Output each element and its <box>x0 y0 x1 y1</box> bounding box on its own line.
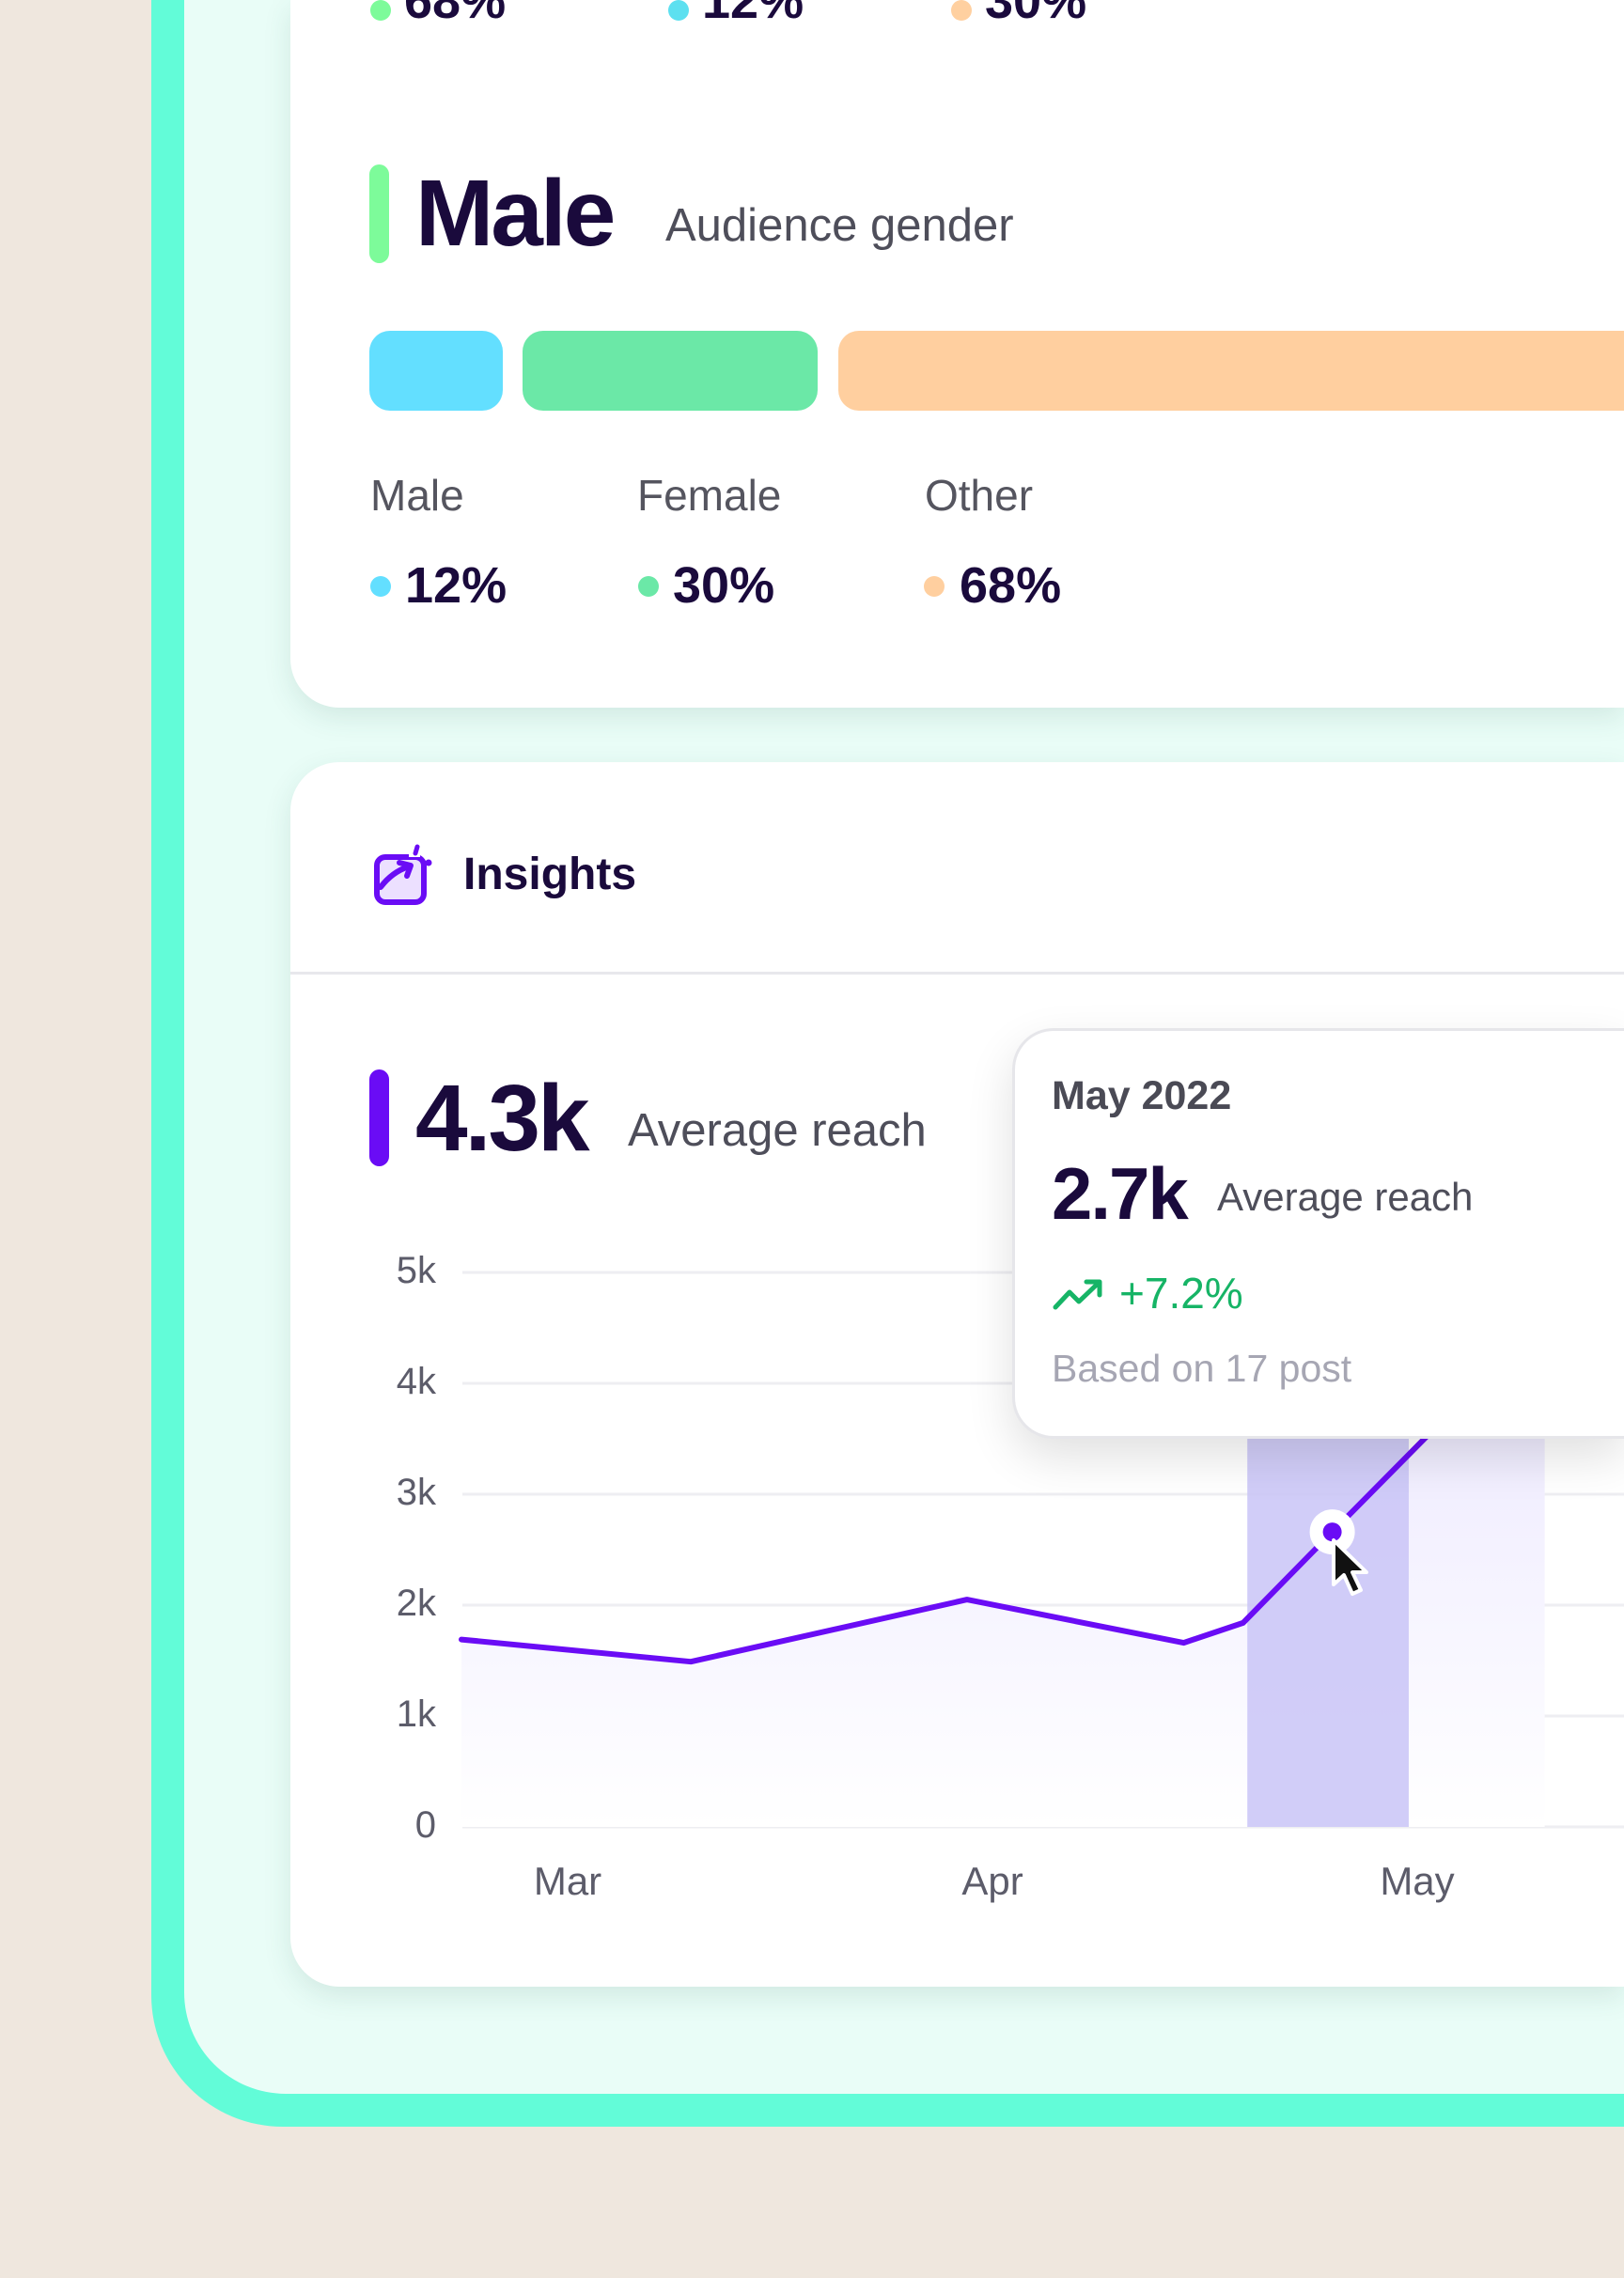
x-tick-label: May <box>1380 1859 1455 1903</box>
tooltip-change: +7.2% <box>1119 1269 1243 1318</box>
legend-label-female: Female <box>637 471 782 520</box>
legend-label-male: Male <box>370 471 464 520</box>
y-tick-label: 5k <box>396 1250 436 1291</box>
x-tick-label: Apr <box>961 1859 1023 1903</box>
insights-chart-icon <box>374 844 432 905</box>
gender-bar-female[interactable] <box>523 331 818 411</box>
y-tick-label: 4k <box>396 1361 436 1402</box>
legend-dot <box>370 0 391 21</box>
series-line[interactable] <box>459 1335 1548 1665</box>
trend-up-icon <box>1053 1279 1102 1310</box>
tooltip-note: Based on 17 post <box>1052 1347 1352 1390</box>
legend-dot-male <box>370 576 391 597</box>
y-tick-label: 2k <box>396 1583 436 1624</box>
reach-headline: 4.3k <box>415 1066 590 1171</box>
gender-accent-bar <box>369 164 389 263</box>
y-tick-label: 3k <box>396 1472 436 1513</box>
legend-value-female: 30% <box>673 557 775 614</box>
x-tick-label: Mar <box>533 1859 602 1903</box>
mouse-cursor-icon <box>1332 1538 1368 1596</box>
legend-value-other: 68% <box>960 557 1062 614</box>
gender-subtitle: Audience gender <box>665 200 1014 251</box>
y-tick-label: 0 <box>414 1804 436 1846</box>
hover-highlight-band <box>1247 1410 1409 1827</box>
gender-bar-male[interactable] <box>369 331 503 411</box>
legend-dot <box>951 0 972 21</box>
tooltip-value: 2.7k <box>1052 1152 1189 1235</box>
insights-divider <box>290 972 1624 975</box>
reach-accent-bar <box>369 1069 389 1166</box>
legend-value-male: 12% <box>405 557 508 614</box>
stat-value: 68% <box>404 0 507 29</box>
hover-point[interactable] <box>1322 1522 1342 1542</box>
stat-value: 12% <box>702 0 804 29</box>
chart-tooltip: May 2022 2.7k Average reach +7.2% Based … <box>1012 1028 1624 1439</box>
tooltip-label: Average reach <box>1217 1175 1474 1219</box>
insights-title: Insights <box>463 850 637 899</box>
legend-dot <box>668 0 689 21</box>
gender-headline: Male <box>415 161 616 266</box>
stat-value: 30% <box>985 0 1087 29</box>
y-tick-label: 1k <box>396 1693 436 1735</box>
legend-dot-other <box>924 576 945 597</box>
legend-dot-female <box>638 576 659 597</box>
gender-bar-other[interactable] <box>838 331 1624 411</box>
legend-label-other: Other <box>925 471 1034 520</box>
reach-subtitle: Average reach <box>628 1105 927 1156</box>
tooltip-period: May 2022 <box>1052 1073 1232 1118</box>
